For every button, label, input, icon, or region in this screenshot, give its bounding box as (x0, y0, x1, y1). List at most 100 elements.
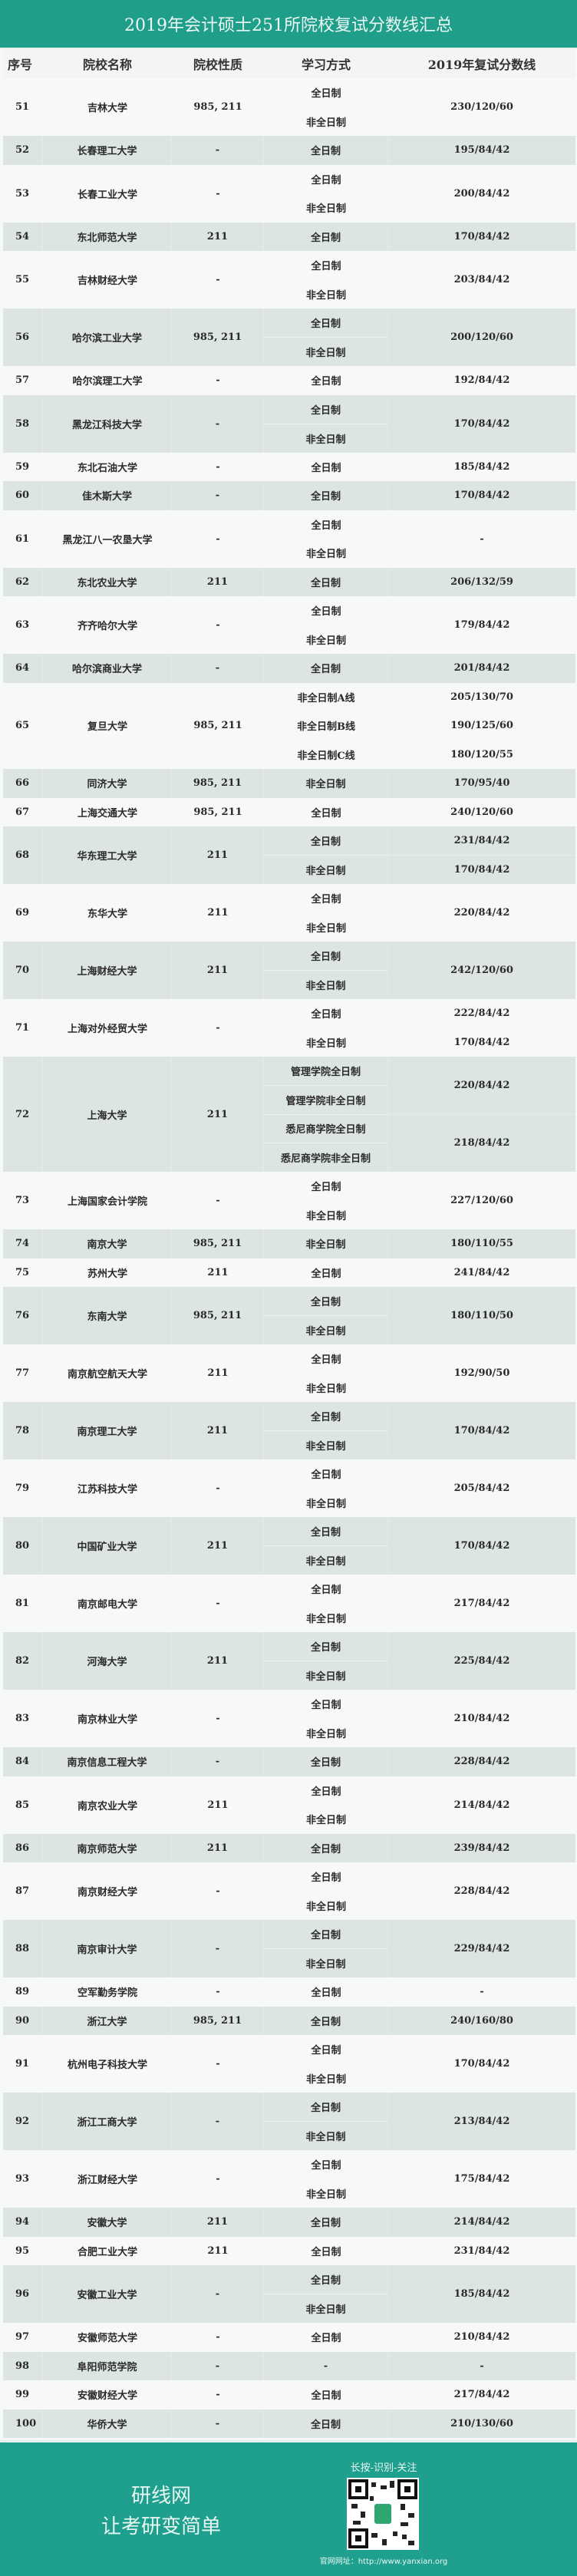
school-name: 浙江工商大学 (43, 2093, 172, 2150)
score-line: 220/84/42 (453, 1079, 510, 1091)
score-lines: - (388, 510, 575, 568)
study-mode: 非全日制 (264, 423, 387, 453)
score-line: 228/84/42 (453, 1885, 510, 1897)
score-line: 190/125/60 (450, 720, 513, 732)
row-number: 82 (3, 1632, 43, 1690)
study-modes: 全日制 非全日制 (264, 1287, 388, 1344)
school-type: 211 (172, 567, 264, 596)
school-name: 黑龙江科技大学 (43, 394, 172, 453)
table-row: 59 东北石油大学 - 全日制 185/84/42 (3, 452, 575, 481)
study-modes: 全日制 (264, 1833, 388, 1862)
study-modes: 全日制 非全日制 (264, 1517, 388, 1575)
study-modes: 全日制 (264, 2409, 388, 2438)
school-name: 东北师范大学 (43, 222, 172, 251)
row-number: 70 (3, 942, 43, 999)
school-type: 985, 211 (193, 720, 242, 732)
score-line: 225/84/42 (453, 1655, 510, 1667)
table-body: 51 吉林大学 985, 211 全日制 非全日制 230/120/60 52 长春理工大学 -… (3, 78, 575, 2438)
study-modes: 全日制 (264, 2323, 388, 2352)
row-number: 73 (15, 1195, 30, 1206)
school-type: - (216, 1598, 220, 1609)
study-mode: 全日制 (311, 1987, 341, 2000)
score-lines: 192/84/42 (388, 366, 575, 395)
table-row: 87 南京财经大学 - 全日制 非全日制 228/84/42 (3, 1862, 575, 1920)
table-row: 56 哈尔滨工业大学 985, 211 全日制 非全日制 200/120/60 (3, 308, 575, 366)
study-mode: 悉尼商学院非全日制 (264, 1143, 387, 1172)
school-type: 985, 211 (172, 1229, 264, 1258)
score-lines: 222/84/42 170/84/42 (388, 999, 575, 1057)
score-lines: 170/84/42 (388, 1402, 575, 1460)
score-lines: 205/130/70 190/125/60 180/120/55 (388, 683, 575, 770)
table-row: 86 南京师范大学 211 全日制 239/84/42 (3, 1833, 575, 1862)
study-mode: 非全日制 (264, 1430, 387, 1460)
score-line: 218/84/42 (388, 1113, 575, 1173)
row-number: 95 (15, 2245, 30, 2257)
row-number: 93 (15, 2173, 30, 2185)
study-mode: 全日制 (311, 1182, 341, 1194)
school-name: 佳木斯大学 (43, 481, 172, 510)
school-name: 南京航空航天大学 (67, 1369, 147, 1380)
score-lines: - (388, 1977, 575, 2007)
study-mode: 全日制 (310, 1642, 341, 1654)
study-mode: 非全日制 (305, 1728, 346, 1740)
score-line: 205/130/70 (450, 691, 513, 703)
header-type: 院校性质 (193, 58, 242, 72)
table-row: 54 东北师范大学 211 全日制 170/84/42 (3, 222, 575, 251)
study-mode: 全日制 (310, 1297, 341, 1308)
row-number: 87 (15, 1885, 30, 1897)
score-line: 228/84/42 (453, 1756, 510, 1768)
row-number: 53 (15, 187, 30, 200)
school-name: 东南大学 (43, 1287, 172, 1344)
score-lines: 203/84/42 (388, 251, 575, 308)
study-modes: 全日制 非全日制 (264, 165, 388, 223)
study-mode: 全日制 (311, 1469, 341, 1482)
school-type: 211 (172, 1833, 264, 1862)
row-number: 56 (3, 308, 43, 366)
header-score: 2019年复试分数线 (427, 58, 536, 72)
school-type: - (216, 2389, 220, 2401)
school-type: - (216, 2173, 220, 2185)
study-mode: 全日制 (311, 261, 341, 273)
score-line: 241/84/42 (453, 1266, 510, 1278)
score-line: 170/84/42 (453, 1036, 510, 1048)
school-name: 齐齐哈尔大学 (77, 621, 137, 632)
score-line: 213/84/42 (453, 2116, 510, 2127)
study-modes: 全日制 (264, 798, 388, 827)
school-type: - (172, 2093, 264, 2150)
school-name: 吉林大学 (87, 103, 127, 114)
table-row: 57 哈尔滨理工大学 - 全日制 192/84/42 (3, 366, 575, 395)
score-line: 180/110/55 (450, 1238, 513, 1250)
score-line: 170/95/40 (453, 777, 510, 790)
score-line: 210/84/42 (453, 1713, 510, 1724)
score-line: 229/84/42 (453, 1943, 510, 1954)
school-name: 吉林财经大学 (77, 275, 137, 287)
study-modes: 全日制 (264, 1747, 388, 1776)
study-mode: 全日制 (310, 318, 341, 330)
table-row: 83 南京林业大学 - 全日制 非全日制 210/84/42 (3, 1690, 575, 1747)
website-url: 官网网址：http://www.yanxian.org (319, 2558, 448, 2566)
school-name: 东北农业大学 (43, 567, 172, 596)
study-mode: 全日制 (311, 2390, 341, 2403)
score-lines: 231/84/42 170/84/42 (388, 826, 575, 884)
table-row: 63 齐齐哈尔大学 - 全日制 非全日制 179/84/42 (3, 596, 575, 654)
study-mode: 非全日制 (305, 779, 346, 791)
school-name: 上海对外经贸大学 (67, 1024, 147, 1035)
school-type: - (216, 1885, 220, 1897)
score-line: 217/84/42 (453, 1598, 510, 1609)
score-lines: 213/84/42 (388, 2093, 575, 2150)
study-mode: 非全日制 (305, 1815, 346, 1827)
school-name: 哈尔滨商业大学 (43, 654, 172, 683)
row-number: 90 (3, 2006, 43, 2035)
study-mode: 非全日制 (305, 1901, 346, 1913)
follow-hint: 长按-识别-关注 (350, 2462, 417, 2474)
school-type: - (216, 619, 220, 631)
study-mode: 全日制 (310, 664, 341, 676)
study-mode: 非全日制 (264, 2121, 387, 2150)
table-row: 92 浙江工商大学 - 全日制 非全日制 213/84/42 (3, 2093, 575, 2150)
table-row: 91 杭州电子科技大学 - 全日制 非全日制 170/84/42 (3, 2035, 575, 2093)
study-mode: 全日制 (311, 1700, 341, 1712)
study-mode: 非全日制 (305, 549, 346, 561)
table-row: 94 安徽大学 211 全日制 214/84/42 (3, 2208, 575, 2237)
school-name: 空军勤务学院 (77, 1987, 137, 2000)
study-modes: - (264, 2351, 388, 2380)
